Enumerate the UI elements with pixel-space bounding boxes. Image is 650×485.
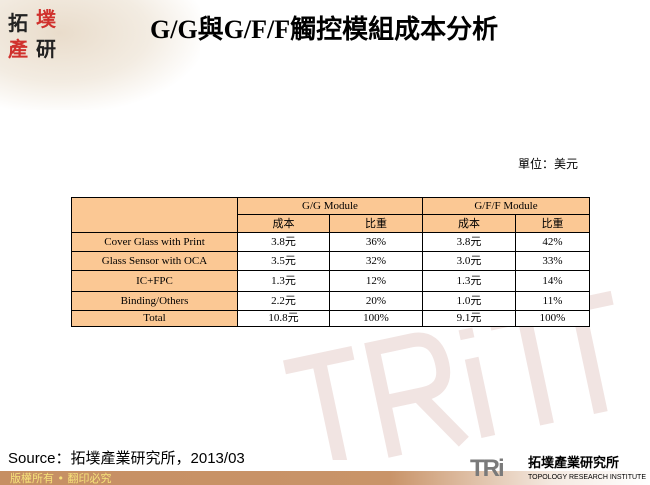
- subheader-cost: 成本: [237, 214, 330, 233]
- cell: 42%: [515, 232, 590, 252]
- cell: 36%: [329, 232, 423, 252]
- row-label: Glass Sensor with OCA: [71, 251, 238, 271]
- logo-char: 拓: [8, 11, 28, 35]
- background-map: [0, 0, 200, 110]
- table-row: Glass Sensor with OCA 3.5元 32% 3.0元 33%: [71, 251, 590, 271]
- tri-logo-en: TOPOLOGY RESEARCH INSTITUTE: [528, 474, 646, 481]
- table-row-total: Total 10.8元 100% 9.1元 100%: [71, 310, 590, 327]
- cell: 2.2元: [237, 291, 330, 311]
- logo: 拓 墣 產 研: [8, 8, 64, 62]
- row-label: Binding/Others: [71, 291, 238, 311]
- subheader-share: 比重: [329, 214, 423, 233]
- row-label: Cover Glass with Print: [71, 232, 238, 252]
- tri-logo-mark: TRi: [470, 455, 505, 482]
- cell: 9.1元: [422, 310, 516, 327]
- cell: 32%: [329, 251, 423, 271]
- cell: 14%: [515, 270, 590, 292]
- cell: 1.3元: [422, 270, 516, 292]
- logo-char: 研: [36, 37, 56, 61]
- table-row: Binding/Others 2.2元 20% 1.0元 11%: [71, 291, 590, 311]
- cell: 12%: [329, 270, 423, 292]
- cell: 3.0元: [422, 251, 516, 271]
- unit-label: 單位：美元: [518, 157, 579, 171]
- cell: 11%: [515, 291, 590, 311]
- cell: 100%: [515, 310, 590, 327]
- cell: 3.8元: [237, 232, 330, 252]
- subheader-share: 比重: [515, 214, 590, 233]
- cell: 3.5元: [237, 251, 330, 271]
- row-label: IC+FPC: [71, 270, 238, 292]
- cell: 10.8元: [237, 310, 330, 327]
- subheader-cost: 成本: [422, 214, 516, 233]
- watermark-stroke: [364, 332, 469, 458]
- row-label: Total: [71, 310, 238, 327]
- watermark-stroke: [488, 302, 560, 426]
- group-header: G/G Module: [237, 197, 423, 215]
- logo-char: 產: [8, 37, 28, 61]
- watermark-stroke: [283, 345, 355, 460]
- cell: 100%: [329, 310, 423, 327]
- cell: 33%: [515, 251, 590, 271]
- cell: 1.0元: [422, 291, 516, 311]
- cell: 20%: [329, 291, 423, 311]
- footer-bar: [0, 471, 650, 485]
- cell: 3.8元: [422, 232, 516, 252]
- copyright-text: 版權所有 • 翻印必究: [10, 472, 112, 485]
- cell: 1.3元: [237, 270, 330, 292]
- tri-logo-cn: 拓墣產業研究所: [528, 456, 620, 471]
- watermark-stroke: [458, 327, 496, 438]
- source-note: Source：拓墣產業研究所，2013/03: [8, 450, 245, 467]
- page-title: G/G與G/F/F觸控模組成本分析: [150, 15, 499, 44]
- table-row: IC+FPC 1.3元 12% 1.3元 14%: [71, 270, 590, 292]
- logo-char: 墣: [36, 7, 56, 31]
- corner-cell: [71, 197, 238, 233]
- group-header: G/F/F Module: [422, 197, 590, 215]
- table-row: Cover Glass with Print 3.8元 36% 3.8元 42%: [71, 232, 590, 252]
- cost-table: G/G Module G/F/F Module 成本 比重 成本 比重 Cove…: [71, 197, 590, 327]
